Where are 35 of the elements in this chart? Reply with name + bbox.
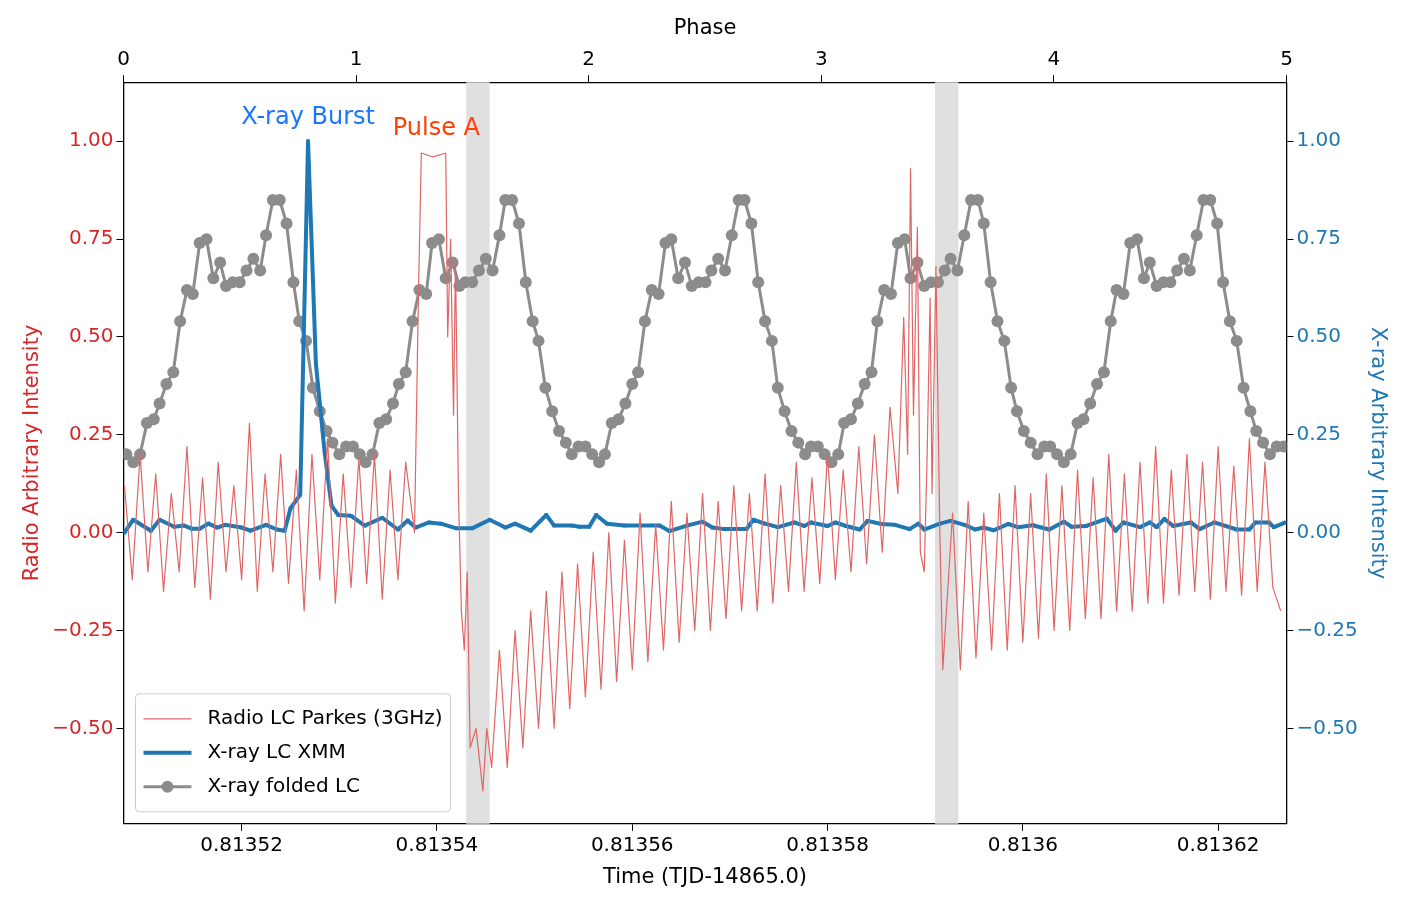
x-tick-label: 0.81358 — [786, 832, 869, 856]
annotation: X-ray Burst — [241, 101, 375, 130]
y-tick-label: 0.50 — [68, 323, 114, 348]
y-tick-label: −0.50 — [52, 714, 114, 739]
y2-tick-label: 0.25 — [1296, 421, 1342, 446]
x2-tick-label: 5 — [1280, 46, 1293, 71]
y2-tick-label: 0.50 — [1296, 323, 1342, 348]
y2-tick-label: 0.00 — [1296, 518, 1342, 543]
x2-tick-label: 3 — [814, 46, 828, 71]
y-tick-label: 0.25 — [68, 421, 114, 446]
y-tick-label: −0.25 — [52, 616, 114, 641]
x2-tick-label: 1 — [349, 46, 363, 71]
x2-tick-label: 2 — [582, 46, 596, 71]
x-tick-label: 0.81356 — [590, 832, 674, 856]
y-tick-label: 0.75 — [68, 225, 114, 250]
x-tick-label: 0.81362 — [1176, 832, 1260, 856]
y-tick-label: 1.00 — [68, 127, 114, 152]
y2-axis-title: X-ray Arbitrary Intensity — [1366, 326, 1391, 580]
x-tick-label: 0.81354 — [395, 832, 479, 856]
x-tick-label: 0.81352 — [200, 832, 284, 856]
y-tick-label: 0.00 — [68, 518, 114, 543]
x2-tick-label: 4 — [1047, 46, 1061, 71]
y-axis-title: Radio Arbitrary Intensity — [19, 324, 44, 582]
legend-label: X-ray LC XMM — [207, 739, 346, 763]
legend-label: X-ray folded LC — [207, 773, 361, 797]
y2-tick-label: 0.75 — [1296, 225, 1342, 250]
y2-tick-label: −0.50 — [1296, 714, 1358, 739]
x2-tick-label: 0 — [117, 46, 130, 71]
x-axis-title: Time (TJD-14865.0) — [601, 863, 808, 888]
x-tick-label: 0.8136 — [987, 832, 1058, 856]
legend-label: Radio LC Parkes (3GHz) — [207, 705, 443, 729]
y2-tick-label: −0.25 — [1296, 616, 1358, 641]
x2-axis-title: Phase — [673, 15, 737, 40]
annotation: Pulse A — [392, 113, 481, 142]
y2-tick-label: 1.00 — [1296, 127, 1342, 152]
